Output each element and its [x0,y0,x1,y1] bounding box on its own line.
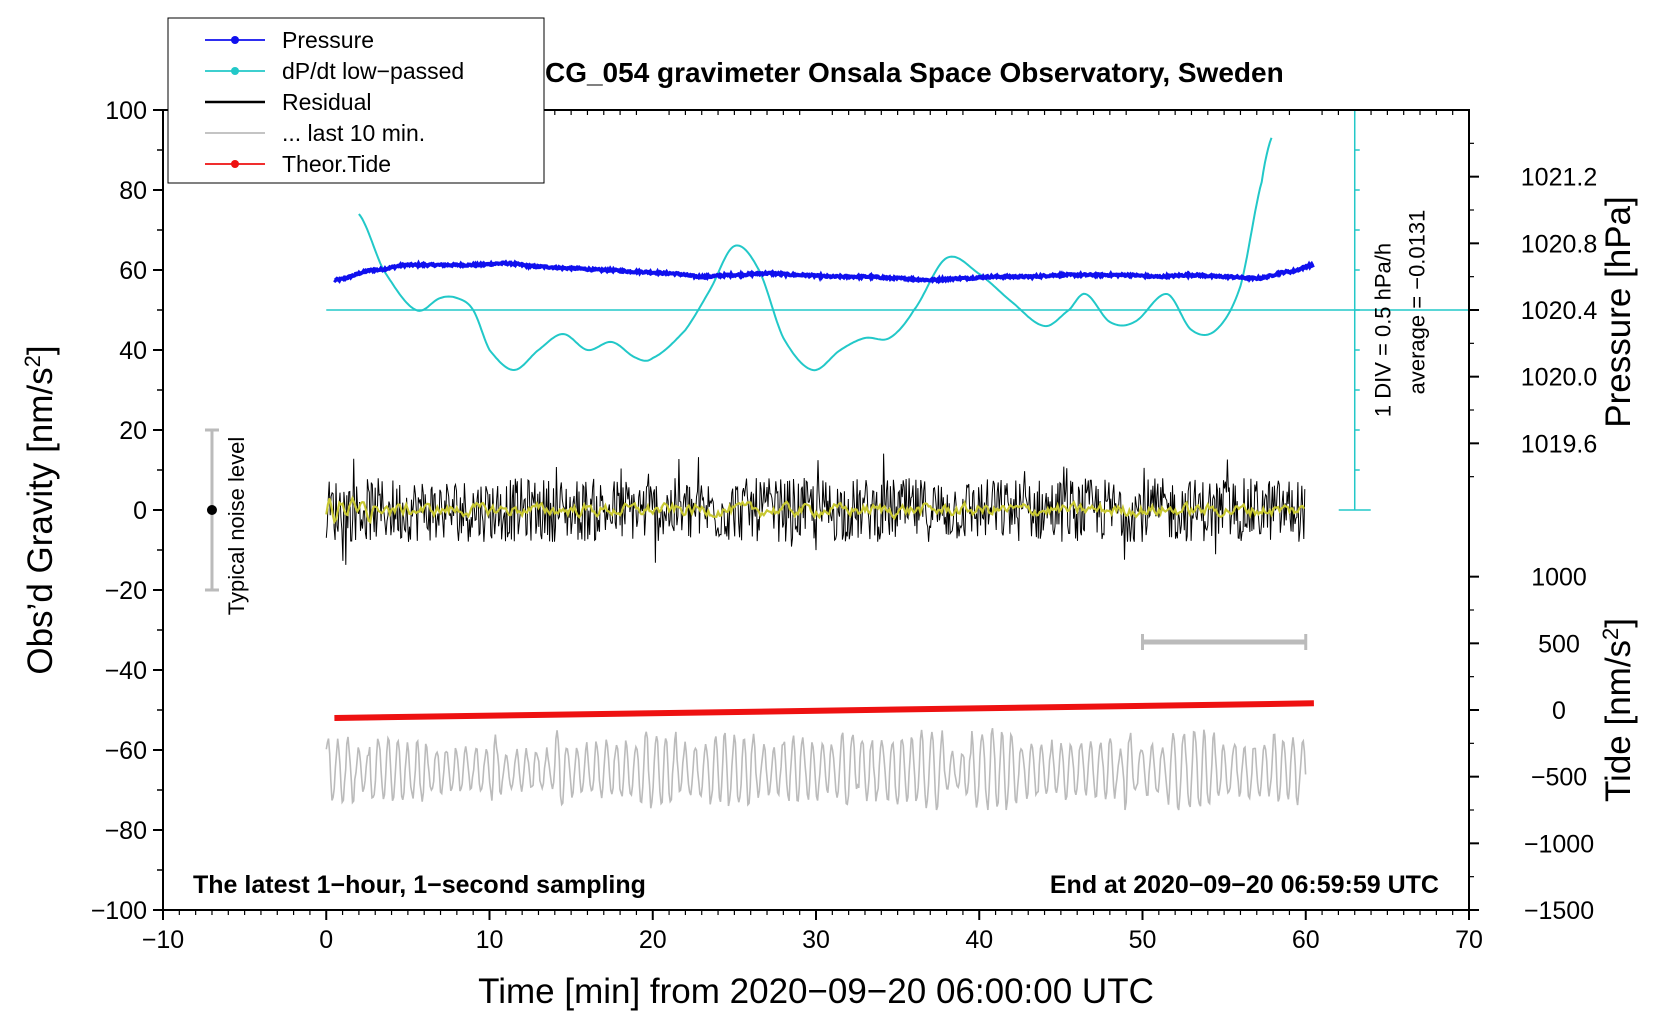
tide-tick-label: 500 [1538,630,1580,658]
last-10-min-bar [1141,634,1308,650]
tide-tick-label: 1000 [1531,564,1587,592]
x-tick-label: 30 [802,926,830,954]
chart-title: SCG_054 gravimeter Onsala Space Observat… [526,57,1283,88]
series-theor-tide [334,700,1314,721]
y-tick-label: −60 [105,737,147,765]
footer-right-text: End at 2020−09−20 06:59:59 UTC [1050,871,1439,899]
tide-tick-label: −1000 [1524,830,1594,858]
y-tick-label: 100 [105,97,147,125]
pressure-tick-label: 1020.4 [1521,297,1598,325]
tide-tick-label: −500 [1531,764,1587,792]
y-tick-label: 20 [119,417,147,445]
x-tick-label: 20 [639,926,667,954]
plot-area [325,110,1469,811]
legend-label: Residual [282,89,372,115]
pressure-tick-label: 1019.6 [1521,430,1597,458]
noise-level-indicator: Typical noise level [204,428,249,616]
y-axis-label-left: Obs’d Gravity [nm/s2] [20,345,61,674]
tide-tick-label: 0 [1552,697,1566,725]
x-tick-label: 10 [476,926,504,954]
legend: Pressure dP/dt low−passed Residual ... last… [167,17,545,184]
y-tick-label: −100 [91,897,147,925]
x-tick-label: 70 [1455,926,1483,954]
y-tick-label: 80 [119,177,147,205]
legend-label: ... last 10 min. [282,120,425,146]
legend-marker [231,67,239,75]
pressure-tick-label: 1021.2 [1521,164,1597,192]
plot-frame [162,109,1470,911]
y-tick-label: −80 [105,817,147,845]
footer-left-text: The latest 1−hour, 1−second sampling [193,871,646,899]
noise-level-label: Typical noise level [224,437,249,616]
x-axis-label: Time [min] from 2020−09−20 06:00:00 UTC [478,972,1154,1011]
tide-tick-label: −1500 [1524,897,1594,925]
y-axis-label-pressure: Pressure [hPa] [1599,196,1638,428]
legend-marker [231,36,239,44]
series-residual [325,453,1306,565]
pressure-tick-label: 1020.8 [1521,230,1597,258]
legend-label: dP/dt low−passed [282,58,464,84]
legend-marker [231,160,239,168]
pressure-axis-ticks: 1019.6 1020.0 1020.4 1020.8 1021.2 [1469,142,1598,478]
y-axis-label-tide: Tide [nm/s2] [1598,618,1639,802]
series-dpdt [358,137,1273,372]
x-tick-label: 60 [1292,926,1320,954]
y-tick-label: −20 [105,577,147,605]
x-tick-label: 40 [965,926,993,954]
x-tick-label: 50 [1129,926,1157,954]
x-tick-label: −10 [142,926,184,954]
y-tick-label: 40 [119,337,147,365]
series-last-10-min [325,728,1307,811]
tide-axis-ticks: −1500 −1000 −500 0 500 1000 [1469,564,1594,925]
y-tick-label: 0 [133,497,147,525]
series-residual-smoothed [325,495,1306,525]
y-tick-label: −40 [105,657,147,685]
dpdt-average-label: average = −0.0131 [1405,210,1430,395]
legend-label: Pressure [282,27,374,53]
series-pressure [333,259,1315,285]
x-tick-label: 0 [319,926,333,954]
dpdt-scale-axis [1338,110,1371,511]
y-ticks-left: −100 −80 −60 −40 −20 0 20 40 60 80 100 [91,97,163,925]
pressure-tick-label: 1020.0 [1521,364,1597,392]
dpdt-division-label: 1 DIV = 0.5 hPa/h [1371,243,1396,417]
legend-label: Theor.Tide [282,151,391,177]
y-tick-label: 60 [119,257,147,285]
